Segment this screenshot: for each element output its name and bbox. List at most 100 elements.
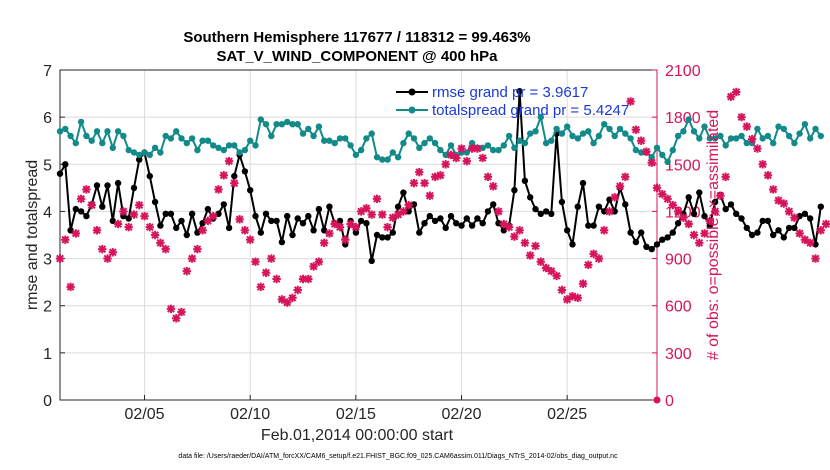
rmse-point [738,215,745,222]
rmse-point [653,241,661,248]
rmse-point [490,201,497,208]
obs-assimilated-marker [198,226,207,235]
rmse-point [257,229,264,236]
obs-assimilated-marker [806,238,815,248]
legend-rmse-marker [408,88,416,96]
rmse-point [759,217,766,225]
obs-assimilated-marker [663,194,672,204]
obs-assimilated-marker [129,210,139,219]
obs-assimilated-marker [710,207,720,216]
rmse-point [463,215,470,222]
totalspread-point [696,135,703,142]
obs-assimilated-marker [489,182,498,191]
totalspread-point [151,144,159,151]
obs-assimilated-marker [552,271,561,281]
totalspread-point [585,128,592,135]
obs-assimilated-marker [605,207,614,216]
y-left-tick-label: 7 [43,63,52,80]
y-axis-right-label: # of obs: o=possible; ×=assimilated [705,110,722,360]
x-axis-label: Feb.01,2014 00:00:00 start [261,427,454,444]
totalspread-point [442,151,449,159]
rmse-point [638,229,645,236]
totalspread-point [389,149,396,156]
rmse-point [590,222,597,229]
totalspread-point [685,116,692,123]
obs-assimilated-marker [119,207,128,216]
y-right-tick-label: 300 [665,346,692,363]
totalspread-point [278,121,286,128]
totalspread-point [807,135,814,142]
rmse-point [696,189,703,196]
totalspread-point [141,149,148,156]
rmse-point [669,229,676,236]
totalspread-point [363,135,370,142]
obs-assimilated-marker [288,293,297,303]
totalspread-point [83,132,90,140]
totalspread-point [495,146,502,154]
totalspread-point [194,146,201,154]
totalspread-point [56,128,64,135]
totalspread-point [289,121,296,128]
obs-assimilated-marker [578,279,588,288]
rmse-point [643,243,650,250]
obs-assimilated-marker [92,226,102,235]
totalspread-point [733,135,740,142]
obs-assimilated-marker [314,257,324,266]
y-axis-left-ticks: 0 1 2 3 4 5 6 7 [43,63,65,410]
obs-assimilated-marker [557,285,567,295]
totalspread-point [558,130,566,137]
rmse-point [780,234,787,241]
obs-assimilated-marker [61,235,70,244]
obs-assimilated-marker [55,254,65,263]
series-rmse [56,88,824,265]
obs-assimilated-marker [177,307,186,317]
rmse-point [357,217,365,225]
rmse-point [104,182,111,189]
totalspread-point [447,142,455,149]
obs-assimilated-marker [510,232,519,241]
obs-assimilated-marker [515,226,524,235]
rmse-point [379,234,386,241]
totalspread-point [204,137,212,144]
obs-assimilated-marker [166,304,176,314]
totalspread-point [93,128,101,135]
obs-assimilated-marker [599,226,609,235]
grid-lines [60,70,657,400]
obs-assimilated-marker [610,193,619,202]
rmse-point [352,229,360,236]
totalspread-point [754,125,761,133]
obs-assimilated-marker [753,144,762,153]
rmse-point [162,210,169,217]
obs-assimilated-marker [779,199,788,208]
totalspread-point [109,144,117,151]
obs-assimilated-marker [483,172,493,182]
totalspread-point [210,142,217,149]
totalspread-point [527,130,534,137]
rmse-point [521,177,529,184]
totalspread-point [674,132,682,140]
rmse-point [542,208,550,215]
totalspread-point [416,144,423,151]
obs-assimilated-marker [668,200,678,210]
totalspread-point [178,135,185,142]
obs-assimilated-marker [409,178,419,188]
rmse-point [648,245,655,253]
rmse-point [722,205,729,213]
obs-assimilated-marker [526,251,535,260]
obs-assimilated-marker [446,150,456,160]
y-left-tick-label: 6 [43,110,52,127]
totalspread-point [468,139,476,147]
totalspread-point [770,139,777,147]
obs-assimilated-marker [383,222,392,232]
y-right-tick-label: 1500 [665,157,701,174]
totalspread-point [648,154,655,161]
rmse-point [627,229,634,236]
obs-assimilated-marker [272,274,281,284]
obs-assimilated-marker [562,295,572,304]
rmse-point [220,201,227,208]
rmse-point [310,227,317,234]
obs-assimilated-marker [113,219,123,229]
totalspread-point [511,144,518,151]
rmse-point [569,241,576,248]
obs-assimilated-marker [473,144,482,153]
